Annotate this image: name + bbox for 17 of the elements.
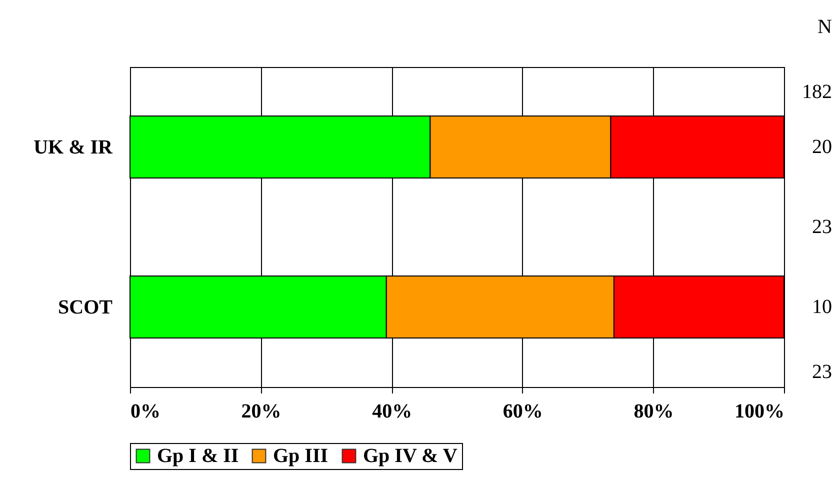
y-tick-label: UK & IR	[34, 136, 114, 158]
text: 23	[812, 216, 832, 238]
x-tick-label: 60%	[502, 400, 543, 422]
text: 23	[812, 361, 832, 383]
text: 20	[812, 136, 832, 158]
x-tick-label: 20%	[241, 400, 282, 422]
x-tick-label: 80%	[634, 400, 674, 422]
legend-label: Gp III	[273, 445, 328, 467]
x-tick-label: 0%	[130, 400, 160, 422]
legend-label: Gp I & II	[157, 445, 239, 467]
text: 182	[802, 81, 832, 103]
x-tick-label: 100%	[734, 400, 784, 422]
legend-label: Gp IV & V	[363, 445, 458, 467]
x-tick-label: 40%	[372, 400, 412, 422]
text: N	[818, 16, 832, 38]
text: 10	[812, 296, 832, 318]
y-tick-label: SCOT	[58, 296, 114, 318]
